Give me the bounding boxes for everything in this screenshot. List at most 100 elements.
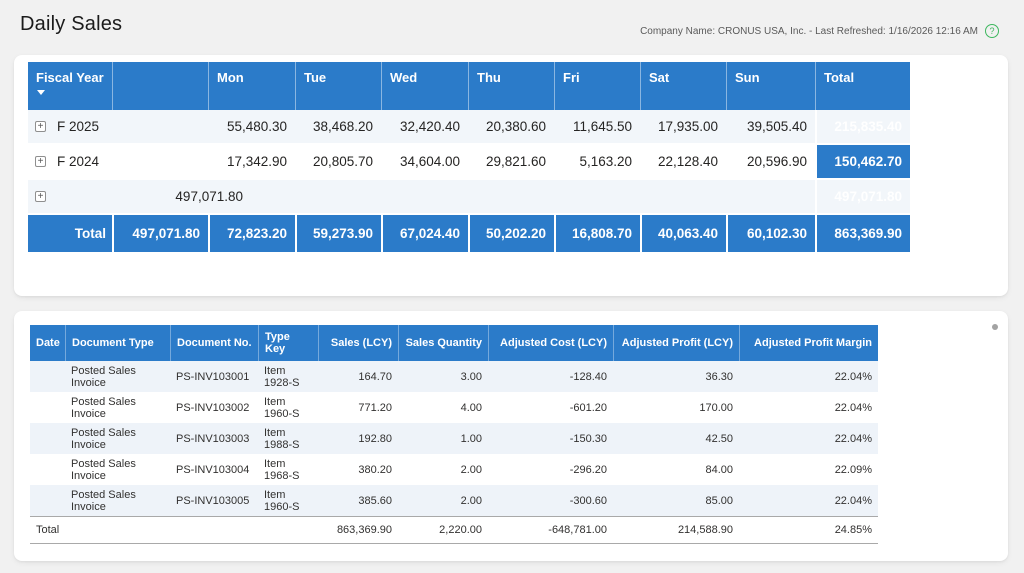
column-header-document-type[interactable]: Document Type [65,325,170,361]
detail-header-row: Date Document Type Document No. Type Key… [30,325,878,361]
cell-cost: -150.30 [488,423,613,454]
company-info: Company Name: CRONUS USA, Inc. - Last Re… [640,26,978,37]
expand-icon[interactable]: + [35,121,46,132]
cell-document-no: PS-INV103001 [170,361,258,392]
cell-blank-value: 497,071.80 [112,180,295,215]
cell-document-type: Posted Sales Invoice [65,361,170,392]
cell-sales: 380.20 [358,463,392,476]
invoice-row: Posted Sales Invoice PS-INV103005 Item 1… [30,485,878,516]
weekly-sales-matrix: Fiscal Year Mon Tue Wed Thu Fri Sat Sun … [28,62,910,252]
column-header-document-no[interactable]: Document No. [170,325,258,361]
cell-date [30,392,65,423]
cell-type-key: Item 1960-S [264,395,300,420]
cell-sales: 771.20 [358,401,392,414]
matrix-row-blank-year: + 497,071.80 497,071.80 [28,180,910,215]
cell-date [30,423,65,454]
matrix-row-f2025: + F 2025 55,480.30 38,468.20 32,420.40 2… [28,110,910,145]
cell-cost: -128.40 [488,361,613,392]
column-header-fri[interactable]: Fri [554,62,640,110]
column-header-adjusted-profit[interactable]: Adjusted Profit (LCY) [613,325,739,361]
cell-sun: 20,596.90 [726,145,815,180]
fiscal-year-cell: + [28,180,112,215]
cell-wed: 34,604.00 [381,145,468,180]
cell-document-no: PS-INV103002 [176,401,250,414]
cell-date [30,361,65,392]
cell-wed [381,180,468,215]
cell-sun: 39,505.40 [726,110,815,145]
total-profit: 214,588.90 [613,516,739,544]
cell-thu: 29,821.60 [468,145,554,180]
invoice-row: Posted Sales Invoice PS-INV103004 Item 1… [30,454,878,485]
column-header-type-key[interactable]: Type Key [258,325,318,361]
column-header-total[interactable]: Total [815,62,910,110]
cell-document-type: Posted Sales Invoice [65,485,170,516]
column-header-sales[interactable]: Sales (LCY) [318,325,398,361]
cell-row-total: 497,071.80 [815,180,910,215]
cell-mon: 17,342.90 [208,145,295,180]
total-row-label: Total [30,516,318,544]
column-header-blank[interactable] [112,62,208,110]
fiscal-year-cell: + F 2024 [28,145,112,180]
cell-profit: 85.00 [613,485,739,516]
column-header-quantity[interactable]: Sales Quantity [398,325,488,361]
column-header-adjusted-cost[interactable]: Adjusted Cost (LCY) [488,325,613,361]
weekly-sales-matrix-card: Fiscal Year Mon Tue Wed Thu Fri Sat Sun … [14,55,1008,296]
invoice-row: Posted Sales Invoice PS-INV103001 Item 1… [30,361,878,392]
cell-type-key: Item 1988-S [258,423,318,454]
cell-sat: 17,935.00 [640,110,726,145]
cell-cost: -300.60 [488,485,613,516]
total-cost: -648,781.00 [488,516,613,544]
expand-icon[interactable]: + [35,191,46,202]
column-header-fiscal-year[interactable]: Fiscal Year [28,62,112,110]
cell-profit: 42.50 [613,423,739,454]
cell-margin: 22.04% [739,485,878,516]
cell-fri: 5,163.20 [554,145,640,180]
cell-profit: 84.00 [705,463,733,476]
sales-detail-card: Date Document Type Document No. Type Key… [14,311,1008,561]
total-sales: 863,369.90 [318,516,398,544]
scrollbar-thumb[interactable] [992,324,998,330]
expand-icon[interactable]: + [35,156,46,167]
total-quantity: 2,220.00 [398,516,488,544]
cell-margin: 22.04% [739,361,878,392]
total-wed: 67,024.40 [381,215,468,252]
cell-mon: 55,480.30 [208,110,295,145]
cell-quantity: 4.00 [460,401,482,414]
cell-sales: 385.60 [318,485,398,516]
total-blank: 497,071.80 [112,215,208,252]
cell-profit: 36.30 [613,361,739,392]
cell-thu: 20,380.60 [468,110,554,145]
cell-sat [640,180,726,215]
column-header-mon[interactable]: Mon [208,62,295,110]
cell-margin: 22.04% [834,401,872,414]
column-header-profit-margin[interactable]: Adjusted Profit Margin [739,325,878,361]
cell-document-no: PS-INV103005 [170,485,258,516]
help-icon[interactable]: ? [985,24,999,38]
cell-document-type: Posted Sales Invoice [71,457,136,482]
column-header-thu[interactable]: Thu [468,62,554,110]
sales-detail-table: Date Document Type Document No. Type Key… [30,325,878,544]
column-header-date[interactable]: Date [30,325,65,361]
column-header-tue[interactable]: Tue [295,62,381,110]
detail-total-row: Total 863,369.90 2,220.00 -648,781.00 21… [30,516,878,544]
column-header-wed[interactable]: Wed [381,62,468,110]
total-tue: 59,273.90 [295,215,381,252]
cell-type-key: Item 1928-S [258,361,318,392]
cell-tue: 38,468.20 [295,110,381,145]
total-margin: 24.85% [739,516,878,544]
cell-document-no: PS-INV103004 [176,463,250,476]
cell-document-type: Posted Sales Invoice [71,395,136,420]
cell-date [30,485,65,516]
cell-type-key: Item 1968-S [264,457,300,482]
column-header-sat[interactable]: Sat [640,62,726,110]
column-header-sun[interactable]: Sun [726,62,815,110]
cell-type-key: Item 1960-S [258,485,318,516]
cell-blank [112,110,208,145]
cell-quantity: 2.00 [460,463,482,476]
total-row-label: Total [28,215,112,252]
cell-quantity: 3.00 [398,361,488,392]
cell-thu [468,180,554,215]
grand-total: 863,369.90 [815,215,910,252]
cell-row-total: 215,835.40 [815,110,910,145]
cell-wed: 32,420.40 [381,110,468,145]
